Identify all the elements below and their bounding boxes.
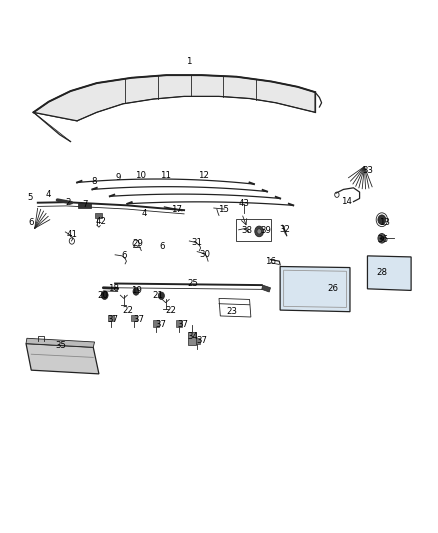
Circle shape (133, 288, 139, 295)
Text: 36: 36 (377, 236, 388, 245)
Text: 37: 37 (156, 320, 167, 329)
Text: 11: 11 (160, 171, 171, 180)
Text: 21: 21 (152, 291, 163, 300)
Text: 16: 16 (265, 257, 276, 266)
Circle shape (101, 291, 108, 300)
Text: 19: 19 (131, 286, 141, 295)
Circle shape (158, 292, 164, 300)
Text: 12: 12 (198, 171, 209, 180)
Bar (176, 320, 182, 327)
Text: 9: 9 (115, 173, 120, 182)
Text: 7: 7 (83, 200, 88, 209)
Bar (131, 315, 137, 321)
Text: 15: 15 (218, 205, 229, 214)
Bar (152, 320, 159, 327)
Text: 6: 6 (121, 252, 127, 260)
Text: 10: 10 (135, 171, 146, 180)
Text: 38: 38 (241, 226, 252, 235)
Bar (236, 219, 271, 241)
Text: 4: 4 (45, 190, 51, 199)
Text: 6: 6 (28, 218, 34, 227)
Text: 14: 14 (342, 197, 353, 206)
Text: 39: 39 (261, 226, 272, 235)
Text: 2: 2 (66, 198, 71, 207)
Text: 42: 42 (95, 217, 106, 226)
Text: 20: 20 (97, 291, 108, 300)
Text: 37: 37 (178, 320, 189, 329)
Polygon shape (33, 75, 315, 121)
Text: 35: 35 (56, 341, 67, 350)
Text: 8: 8 (92, 177, 97, 186)
Bar (78, 203, 91, 208)
Bar (95, 213, 102, 217)
Circle shape (378, 215, 386, 224)
Polygon shape (26, 338, 95, 348)
Text: 32: 32 (280, 225, 291, 234)
Text: 22: 22 (166, 305, 177, 314)
Bar (108, 315, 114, 321)
Text: 23: 23 (226, 307, 237, 316)
Text: 1: 1 (186, 58, 191, 66)
Text: 28: 28 (376, 269, 387, 277)
Polygon shape (280, 266, 350, 312)
Text: 22: 22 (123, 305, 134, 314)
Text: 25: 25 (187, 279, 198, 288)
Text: 17: 17 (171, 205, 182, 214)
Bar (194, 338, 200, 344)
Text: 43: 43 (239, 199, 250, 208)
Text: 26: 26 (327, 284, 338, 293)
Text: 30: 30 (200, 251, 211, 260)
Circle shape (380, 236, 384, 240)
Text: 13: 13 (378, 219, 389, 228)
Circle shape (378, 233, 386, 243)
Text: 33: 33 (362, 166, 373, 175)
Circle shape (255, 226, 264, 237)
Circle shape (257, 229, 261, 234)
Text: 4: 4 (142, 209, 148, 218)
Text: 37: 37 (134, 315, 145, 324)
Polygon shape (262, 285, 271, 292)
Text: 37: 37 (196, 336, 207, 345)
Text: 31: 31 (192, 238, 203, 247)
Text: 5: 5 (28, 193, 33, 202)
Text: 29: 29 (132, 239, 143, 248)
Text: 37: 37 (108, 315, 119, 324)
Text: 18: 18 (108, 284, 119, 293)
Polygon shape (26, 344, 99, 374)
Text: 6: 6 (159, 242, 165, 251)
Polygon shape (367, 256, 411, 290)
Text: 41: 41 (67, 230, 78, 239)
Text: 34: 34 (187, 332, 198, 341)
Bar (188, 332, 196, 345)
